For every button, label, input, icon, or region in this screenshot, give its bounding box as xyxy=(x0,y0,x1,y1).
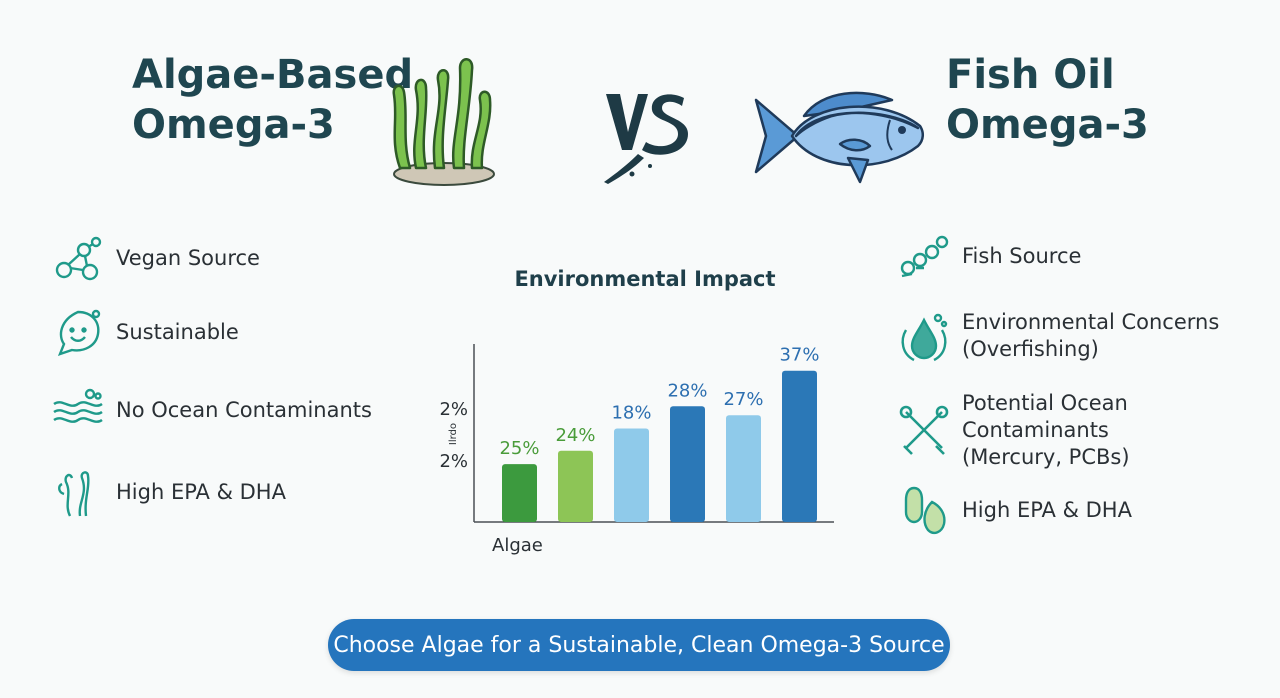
seaweed-icon xyxy=(392,58,495,186)
bar-value-label: 18% xyxy=(611,403,651,424)
y-axis-label: Ilrdᴏ xyxy=(448,423,459,445)
fish-molecule-icon xyxy=(900,235,949,278)
y-tick-label: 2% xyxy=(439,451,468,472)
feature-vegan-source: Vegan Source xyxy=(50,228,410,288)
bar xyxy=(558,450,593,522)
vs-mark xyxy=(604,94,688,184)
choose-algae-button[interactable]: Choose Algae for a Sustainable, Clean Om… xyxy=(328,619,950,671)
capsule-icon xyxy=(904,486,946,535)
bar-value-label: 28% xyxy=(667,380,707,401)
y-tick-label: 2% xyxy=(439,399,468,420)
feature-label: High EPA & DHA xyxy=(116,479,286,504)
feature-label: Fish Source xyxy=(962,243,1082,268)
happy-leaf-icon xyxy=(57,309,101,356)
chart-title: Environmental Impact xyxy=(514,267,775,291)
crossed-tools-icon xyxy=(899,405,949,455)
feature-fish-source: Fish Source xyxy=(896,226,1276,286)
feature-label: Environmental Concerns (Overfishing) xyxy=(962,310,1220,361)
bar-value-label: 27% xyxy=(723,389,763,410)
feature-potential-ocean-contaminants: Potential Ocean Contaminants (Mercury, P… xyxy=(896,390,1276,470)
bar-value-label: 25% xyxy=(499,438,539,459)
bar xyxy=(502,464,537,522)
bar xyxy=(782,370,817,522)
feature-label: Sustainable xyxy=(116,319,239,344)
bar xyxy=(726,415,761,522)
bar-value-label: 24% xyxy=(555,425,595,446)
bar xyxy=(614,428,649,522)
fish-oil-title: Fish Oil Omega-3 xyxy=(946,52,1149,148)
feature-label: Vegan Source xyxy=(116,245,260,270)
feature-sustainable: Sustainable xyxy=(50,302,410,362)
x-axis-label: Algae xyxy=(492,535,543,556)
feature-high-epa-dha-fish: High EPA & DHA xyxy=(896,480,1276,540)
water-drop-icon xyxy=(901,313,948,362)
bar-value-label: 37% xyxy=(779,345,819,366)
molecule-icon xyxy=(55,236,102,281)
fish-icon xyxy=(754,91,924,184)
feature-label: Potential Ocean Contaminants (Mercury, P… xyxy=(962,390,1130,469)
wave-filter-icon xyxy=(53,388,103,423)
feature-no-ocean-contaminants: No Ocean Contaminants xyxy=(50,380,410,440)
environmental-impact-chart: Environmental Impact 2% 2% Ilrdᴏ Algae 2… xyxy=(439,267,834,556)
seaweed-icon xyxy=(58,471,90,517)
feature-high-epa-dha: High EPA & DHA xyxy=(50,462,410,522)
feature-label: High EPA & DHA xyxy=(962,497,1132,522)
feature-environmental-concerns: Environmental Concerns (Overfishing) xyxy=(896,308,1276,364)
algae-title: Algae-Based Omega-3 xyxy=(132,52,414,148)
feature-label: No Ocean Contaminants xyxy=(116,397,372,422)
bar-series: 25% 24% 18% 28% 27% 37% xyxy=(499,345,820,522)
bar xyxy=(670,406,705,522)
